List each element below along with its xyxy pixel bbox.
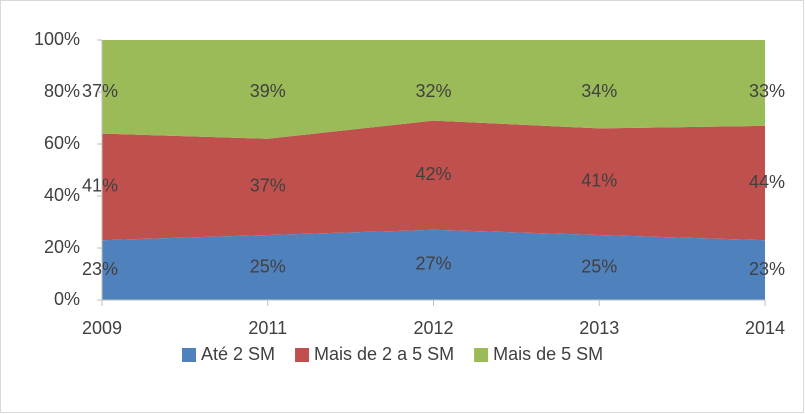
value-label: 42% xyxy=(415,164,451,184)
legend-swatch xyxy=(182,348,196,362)
value-label: 44% xyxy=(749,172,785,192)
y-tick-label: 60% xyxy=(44,133,80,153)
y-tick-label: 20% xyxy=(44,237,80,257)
area xyxy=(102,229,765,300)
plot-area xyxy=(102,40,765,300)
value-label: 25% xyxy=(581,256,617,276)
value-label: 32% xyxy=(415,81,451,101)
value-label: 41% xyxy=(581,170,617,190)
value-label: 23% xyxy=(82,259,118,279)
value-label: 34% xyxy=(581,81,617,101)
y-tick-label: 0% xyxy=(54,289,80,309)
value-label: 37% xyxy=(82,81,118,101)
area xyxy=(102,40,765,139)
x-tick-label: 2011 xyxy=(248,318,287,338)
x-tick-label: 2013 xyxy=(579,318,619,338)
value-label: 23% xyxy=(749,259,785,279)
legend-swatch xyxy=(474,348,489,362)
value-label: 39% xyxy=(250,81,286,101)
area xyxy=(102,120,765,241)
value-label: 33% xyxy=(749,81,785,101)
y-tick-label: 40% xyxy=(44,185,80,205)
value-label: 41% xyxy=(82,176,118,196)
value-label: 25% xyxy=(250,256,286,276)
legend-label: Mais de 5 SM xyxy=(493,344,603,364)
legend-label: Mais de 2 a 5 SM xyxy=(314,344,454,364)
y-tick-label: 80% xyxy=(44,81,80,101)
y-tick-label: 100% xyxy=(34,29,80,49)
legend-label: Até 2 SM xyxy=(201,344,275,364)
overlay: 23% 25% 27% 25% 23% 41% 37% 42% 41% 44% 37% 39% 32% 3… xyxy=(34,29,785,364)
x-tick-label: 2014 xyxy=(745,318,785,338)
value-label: 37% xyxy=(250,176,286,196)
legend-swatch xyxy=(295,348,310,362)
x-tick-label: 2012 xyxy=(413,318,453,338)
x-tick-label: 2009 xyxy=(82,318,122,338)
value-label: 27% xyxy=(415,254,451,274)
